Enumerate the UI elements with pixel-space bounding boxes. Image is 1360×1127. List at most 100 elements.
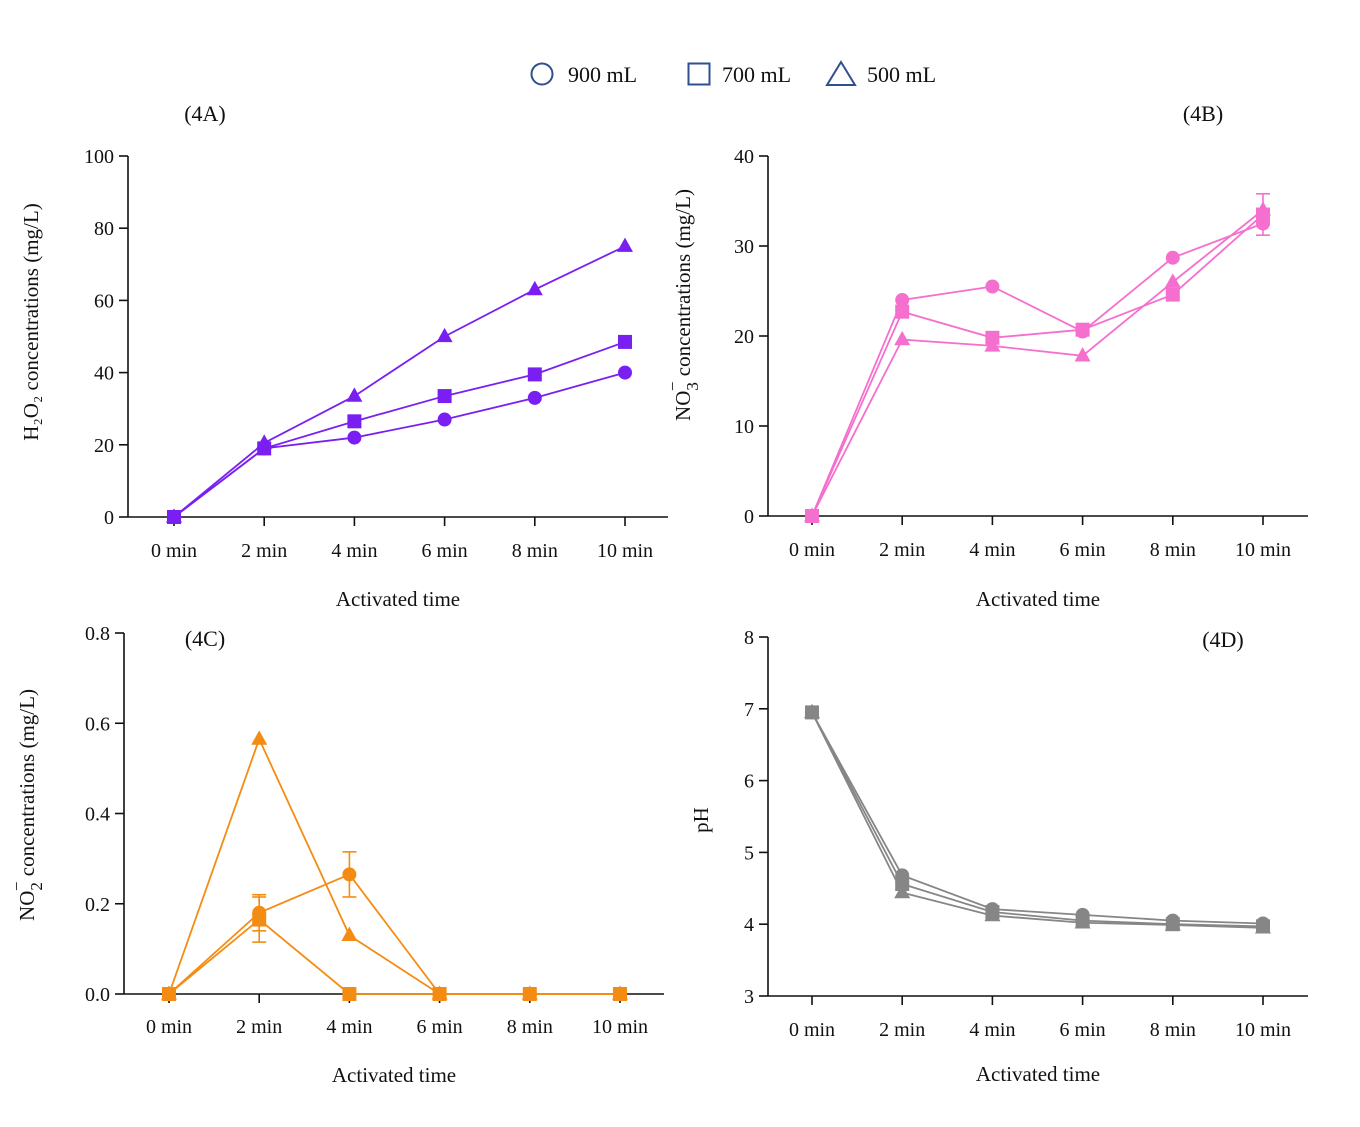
data-point-square xyxy=(527,367,542,382)
y-tick-label: 6 xyxy=(744,771,754,793)
x-tick-label: 6 min xyxy=(1060,1019,1106,1041)
y-axis-title: NO2− concentrations (mg/L) xyxy=(7,689,46,921)
panel-4c: 0.0 0.2 0.4 0.6 0.8 0 min 2 min 4 min 6 min 8 min… xyxy=(7,623,664,1087)
x-tick-label: 6 min xyxy=(1060,539,1106,561)
data-point-triangle xyxy=(165,508,183,523)
x-tick-label: 4 min xyxy=(331,540,377,562)
x-tick-label: 8 min xyxy=(1150,1019,1196,1041)
panel-4a: 0 20 40 60 80 100 0 min 2 min 4 min 6 min 8 min 10 … xyxy=(19,101,668,611)
y-tick-label: 5 xyxy=(744,842,754,864)
data-point-square xyxy=(437,389,452,404)
y-tick-label: 60 xyxy=(94,290,114,312)
series-line-triangle xyxy=(811,209,1264,517)
y-tick-label: 0.6 xyxy=(85,713,110,735)
x-tick-label: 4 min xyxy=(969,539,1015,561)
x-tick-label: 6 min xyxy=(422,540,468,562)
y-tick-label: 80 xyxy=(94,218,114,240)
data-point-triangle xyxy=(431,985,448,1000)
series-line-triangle xyxy=(173,245,626,518)
data-point-triangle xyxy=(894,330,911,346)
x-tick-label: 0 min xyxy=(789,1019,835,1041)
y-tick-label: 0.8 xyxy=(85,623,110,645)
data-point-triangle xyxy=(160,985,178,1000)
y-tick-label: 40 xyxy=(734,146,754,168)
data-point-square xyxy=(1165,287,1180,302)
panel-tag: (4D) xyxy=(1202,627,1244,652)
data-point-triangle xyxy=(526,280,543,296)
x-axis-title: Activated time xyxy=(336,587,460,611)
legend-label: 900 mL xyxy=(568,62,637,87)
y-tick-label: 20 xyxy=(94,435,114,457)
y-axis-title-sup: − xyxy=(7,882,26,892)
data-point-triangle xyxy=(436,327,453,343)
x-axis-title: Activated time xyxy=(332,1063,456,1087)
x-tick-label: 4 min xyxy=(326,1016,372,1038)
x-tick-label: 8 min xyxy=(512,540,558,562)
data-point-triangle xyxy=(1254,919,1272,934)
x-tick-label: 2 min xyxy=(236,1016,282,1038)
panel-4b: 0 10 20 30 40 0 min 2 min 4 min 6 min 8 min 10 min… xyxy=(663,101,1308,611)
series-line-square xyxy=(811,213,1264,517)
series-line-square xyxy=(173,341,626,518)
data-point-square xyxy=(342,987,357,1001)
panel-tag: (4A) xyxy=(184,101,226,126)
y-tick-label: 4 xyxy=(744,914,754,936)
x-tick-label: 10 min xyxy=(597,540,653,562)
y-axis-title: H₂O₂ concentrations (mg/L) xyxy=(19,203,43,440)
y-axis-title-main: NO xyxy=(671,391,695,421)
y-tick-label: 0.4 xyxy=(85,804,110,826)
data-point-circle xyxy=(895,293,910,307)
y-tick-label: 0 xyxy=(744,506,754,528)
data-point-circle xyxy=(342,867,357,882)
data-point-circle xyxy=(618,365,632,380)
legend-label: 500 mL xyxy=(867,62,936,87)
data-point-square xyxy=(1075,322,1090,337)
series-line-triangle xyxy=(811,711,1264,929)
y-tick-label: 8 xyxy=(744,627,754,649)
y-axis-title-sub: 2 xyxy=(27,882,46,891)
data-point-triangle xyxy=(521,985,538,1000)
x-axis-title: Activated time xyxy=(976,1062,1100,1086)
y-tick-label: 0.2 xyxy=(85,894,110,916)
x-tick-label: 8 min xyxy=(1150,539,1196,561)
y-tick-label: 7 xyxy=(744,699,754,721)
data-point-triangle xyxy=(1074,347,1091,362)
y-tick-label: 10 xyxy=(734,416,754,438)
data-point-circle xyxy=(347,430,362,445)
data-point-triangle xyxy=(611,985,629,1000)
series-line-circle xyxy=(811,711,1264,925)
series-line-circle xyxy=(168,873,620,995)
y-axis-title-rest: concentrations (mg/L) xyxy=(15,689,39,881)
y-axis-title-sub: 3 xyxy=(683,382,702,391)
series-line-triangle xyxy=(168,736,620,995)
y-axis-title-sup: − xyxy=(663,382,682,392)
y-tick-label: 40 xyxy=(94,363,114,385)
series-line-circle xyxy=(173,371,626,518)
panel-tag: (4C) xyxy=(185,626,225,651)
y-axis-title: pH xyxy=(689,807,713,833)
y-tick-label: 30 xyxy=(734,236,754,258)
data-point-circle xyxy=(527,390,542,405)
series-line-circle xyxy=(811,222,1264,517)
y-axis-title: NO3− concentrations (mg/L) xyxy=(663,189,702,421)
legend-marker-triangle xyxy=(825,60,857,86)
x-tick-label: 4 min xyxy=(969,1019,1015,1041)
data-point-square xyxy=(895,304,910,319)
panel-4d: 3 4 5 6 7 8 0 min 2 min 4 min 6 min 8 min 10 min Act… xyxy=(689,627,1308,1086)
data-point-circle xyxy=(437,412,452,427)
data-point-triangle xyxy=(341,926,358,942)
y-tick-label: 0.0 xyxy=(85,984,110,1006)
data-point-circle xyxy=(985,279,1000,294)
x-tick-label: 8 min xyxy=(507,1016,553,1038)
data-point-triangle xyxy=(346,387,363,402)
x-tick-label: 10 min xyxy=(592,1016,648,1038)
y-tick-label: 3 xyxy=(744,986,754,1008)
x-tick-label: 6 min xyxy=(417,1016,463,1038)
data-point-circle xyxy=(1165,250,1180,265)
x-tick-label: 0 min xyxy=(789,539,835,561)
data-point-triangle xyxy=(894,883,911,899)
x-tick-label: 2 min xyxy=(879,1019,925,1041)
data-point-triangle xyxy=(251,730,268,745)
data-point-square xyxy=(252,912,267,927)
